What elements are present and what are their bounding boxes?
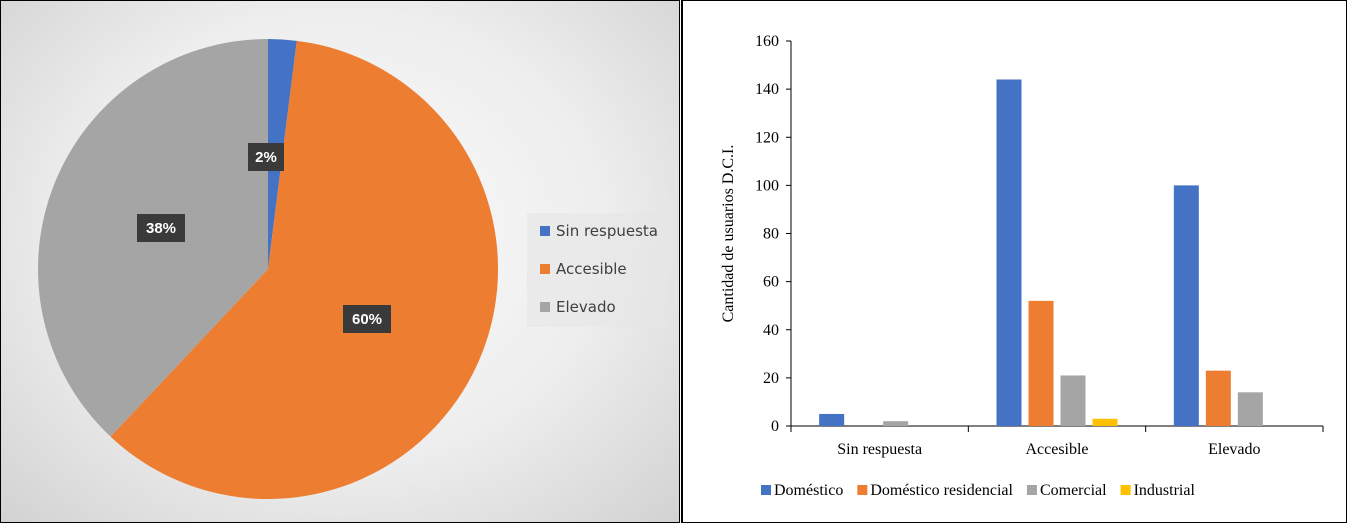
pie-legend-label-elevado: Elevado bbox=[556, 298, 616, 316]
x-category-label-sin-respuesta: Sin respuesta bbox=[837, 441, 922, 458]
pie-legend-swatch-accesible bbox=[540, 264, 550, 274]
x-category-label-accesible: Accesible bbox=[1025, 441, 1088, 458]
bar-accesible-domestico-residencial bbox=[1028, 300, 1054, 426]
y-tick-label: 40 bbox=[763, 322, 779, 339]
y-tick-label: 120 bbox=[755, 129, 779, 146]
pie-data-label-box bbox=[137, 214, 185, 242]
bar-legend-label-domestico: Doméstico bbox=[774, 482, 843, 499]
pie-legend-swatch-elevado bbox=[540, 302, 550, 312]
x-category-label-elevado: Elevado bbox=[1208, 441, 1260, 458]
bar-elevado-domestico-residencial bbox=[1205, 370, 1231, 426]
bar-accesible-comercial bbox=[1060, 375, 1086, 426]
pie-legend-swatch-sin-respuesta bbox=[540, 226, 550, 236]
y-tick-label: 20 bbox=[763, 370, 779, 387]
pie-data-label-elevado: 38% bbox=[146, 220, 176, 237]
y-tick-label: 80 bbox=[763, 226, 779, 243]
bar-chart-panel: 0 20 40 60 80 100 120 140 160 Cantidad de usuario… bbox=[681, 0, 1347, 523]
y-tick-label: 60 bbox=[763, 274, 779, 291]
pie-data-label-accesible: 60% bbox=[352, 311, 382, 328]
pie-data-label-box bbox=[343, 305, 391, 333]
y-tick-label: 100 bbox=[755, 177, 779, 194]
bar-sin-respuesta-domestico bbox=[819, 413, 845, 426]
bar-chart: 0 20 40 60 80 100 120 140 160 Cantidad de usuario… bbox=[720, 33, 1324, 499]
bar-accesible-industrial bbox=[1092, 418, 1118, 426]
y-tick-label: 140 bbox=[755, 81, 779, 98]
bar-legend-label-comercial: Comercial bbox=[1040, 482, 1107, 499]
pie-data-label-box bbox=[248, 143, 284, 171]
bar-legend-label-domestico-residencial: Doméstico residencial bbox=[870, 482, 1013, 499]
pie-data-label-sin-respuesta: 2% bbox=[255, 149, 277, 166]
bar-sin-respuesta-comercial bbox=[883, 421, 909, 426]
pie-legend-label-accesible: Accesible bbox=[556, 260, 627, 278]
bar-legend-label-industrial: Industrial bbox=[1134, 482, 1196, 499]
y-axis-title: Cantidad de usuarios D.C.I. bbox=[720, 145, 737, 323]
bar-elevado-comercial bbox=[1237, 392, 1263, 426]
pie-chart-panel: 2% 60% 38% Sin respuesta Accesible Elevado bbox=[0, 0, 680, 523]
y-tick-label: 0 bbox=[771, 418, 779, 435]
bar-accesible-domestico bbox=[996, 79, 1022, 426]
pie-legend-label-sin-respuesta: Sin respuesta bbox=[556, 222, 658, 240]
pie-slice-accesible bbox=[110, 40, 499, 499]
bar-legend-swatch-comercial bbox=[1026, 485, 1037, 495]
bar-elevado-domestico bbox=[1173, 185, 1199, 426]
bar-legend-swatch-domestico bbox=[761, 485, 771, 495]
y-tick-label: 160 bbox=[755, 33, 779, 50]
bar-legend-swatch-industrial bbox=[1120, 485, 1131, 495]
bar-legend-swatch-domestico-residencial bbox=[857, 485, 868, 495]
pie-chart: 2% 60% 38% Sin respuesta Accesible Elevado bbox=[38, 39, 665, 499]
